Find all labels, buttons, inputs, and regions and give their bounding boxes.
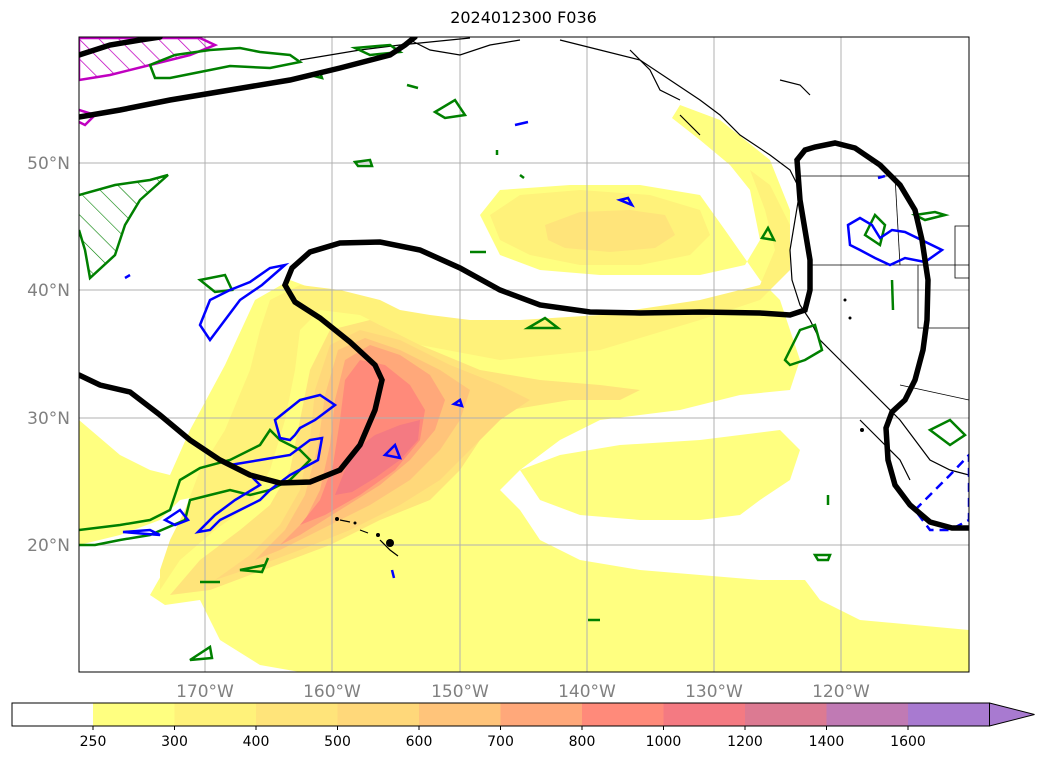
lat-label-20: 20°N — [27, 536, 70, 556]
colorbar-tick-label: 1400 — [809, 734, 845, 750]
blue-contours — [122, 120, 945, 579]
coastlines — [299, 37, 969, 557]
islands — [335, 298, 864, 547]
colorbar-tick-label: 250 — [80, 734, 107, 750]
lon-label-150w: 150°W — [431, 682, 489, 702]
colorbar-segment — [500, 703, 582, 726]
graticule — [79, 37, 969, 672]
thick-black-contours — [79, 37, 969, 531]
colorbar-tick-label: 600 — [406, 734, 433, 750]
map-title: 2024012300 F036 — [450, 8, 597, 27]
colorbar-segment — [663, 703, 745, 726]
blue-dashed-contour — [913, 453, 969, 532]
colorbar-tick-label: 700 — [487, 734, 514, 750]
colorbar-segment — [908, 703, 990, 726]
lon-label-170w: 170°W — [176, 682, 234, 702]
lat-label-30: 30°N — [27, 409, 70, 429]
colorbar-segment — [826, 703, 908, 726]
colorbar-tick-label: 1600 — [890, 734, 926, 750]
lon-label-140w: 140°W — [558, 682, 616, 702]
colorbar-segment — [419, 703, 501, 726]
ivt-fill-300 — [160, 170, 790, 590]
lat-label-50: 50°N — [27, 154, 70, 174]
colorbar-segment — [745, 703, 827, 726]
lon-label-130w: 130°W — [685, 682, 743, 702]
colorbar-segment-below — [12, 703, 93, 726]
colorbar-segment — [582, 703, 664, 726]
ivt-fill-250b — [520, 430, 800, 520]
lon-label-120w: 120°W — [812, 682, 870, 702]
lon-label-160w: 160°W — [303, 682, 361, 702]
colorbar-segment — [337, 703, 419, 726]
colorbar-tick-label: 800 — [569, 734, 596, 750]
ivt-fill-1000 — [335, 420, 420, 495]
longitude-axis-labels: 170°W 160°W 150°W 140°W 130°W 120°W — [176, 682, 870, 702]
colorbar-segment — [174, 703, 256, 726]
ivt-fill-400b — [545, 210, 675, 252]
map-layers — [79, 37, 969, 672]
colorbar-extend-arrow — [989, 702, 1035, 727]
colorbar-segment — [93, 703, 175, 726]
colorbar-tick-label: 1200 — [727, 734, 763, 750]
colorbar-segment — [256, 703, 338, 726]
lat-label-40: 40°N — [27, 281, 70, 301]
colorbar-tick-label: 400 — [243, 734, 270, 750]
latitude-axis-labels: 50°N 40°N 30°N 20°N — [27, 154, 70, 556]
colorbar: 250 300 400 500 600 700 800 1000 1200 1400 1600 — [11, 702, 1035, 750]
colorbar-tick-label: 500 — [324, 734, 351, 750]
green-contours — [79, 43, 967, 662]
colorbar-tick-label: 300 — [161, 734, 188, 750]
colorbar-tick-label: 1000 — [646, 734, 682, 750]
map-frame — [78, 36, 970, 673]
